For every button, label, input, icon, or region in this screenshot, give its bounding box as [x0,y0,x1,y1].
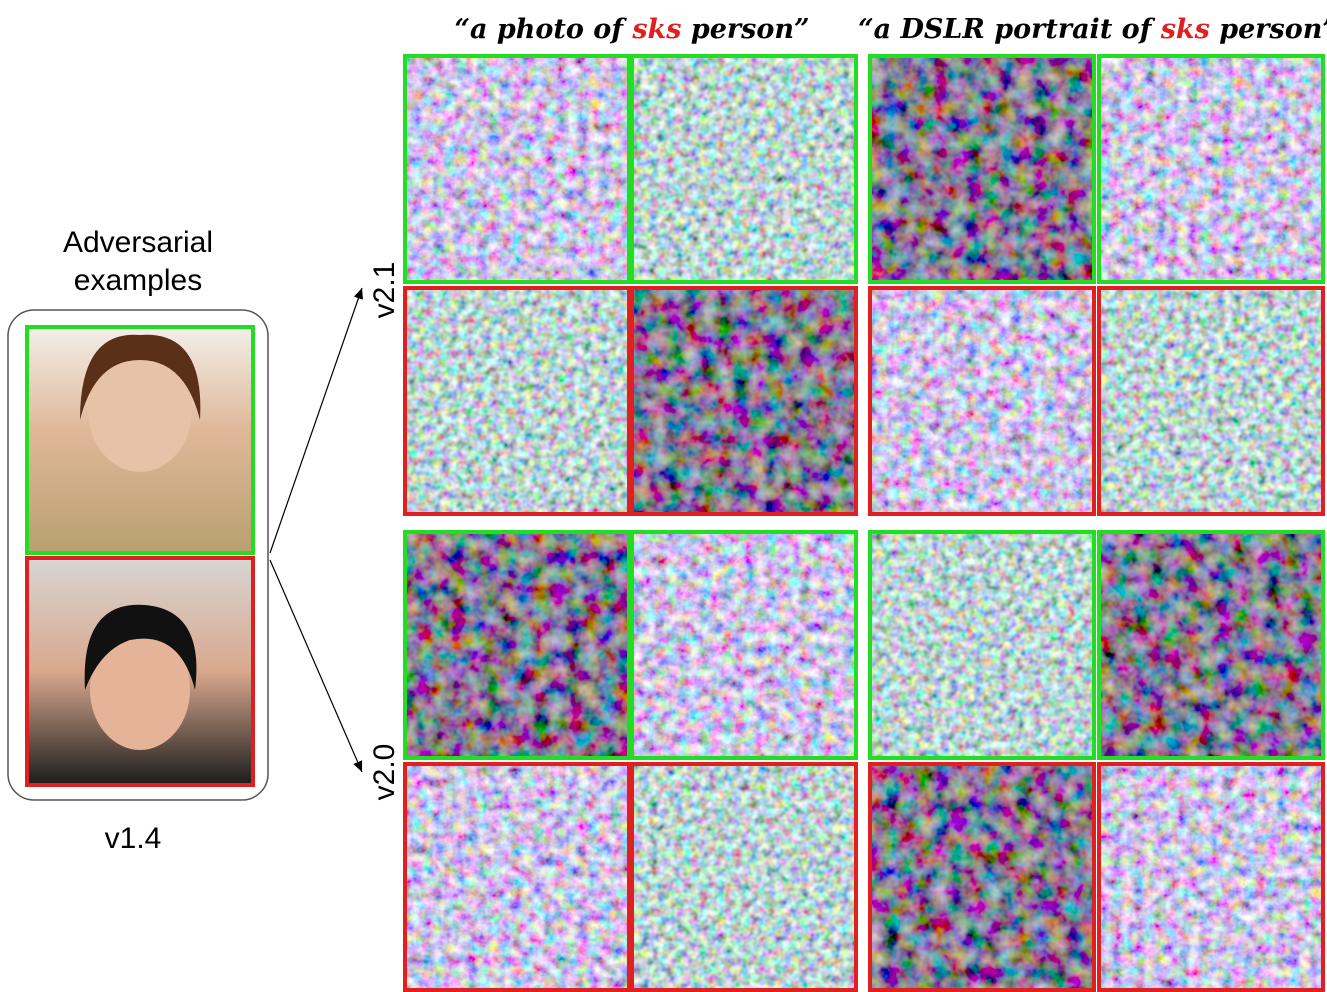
generated-image [1097,54,1325,284]
image-border [630,286,858,516]
image-border [868,54,1096,284]
column-caption: “a photo of sks person” [454,14,809,45]
face [88,348,192,472]
image-border [868,762,1096,992]
generated-image [868,54,1096,284]
arrow [269,287,363,554]
generated-image [630,54,858,284]
caption-text: person” [681,14,809,45]
image-border [403,54,631,284]
column-caption: “a DSLR portrait of sks person” [858,14,1327,45]
panel-label: v1.4 [105,822,162,855]
image-border [630,54,858,284]
image-border [1097,762,1325,992]
caption-text: person” [1210,14,1327,45]
generated-image [630,286,858,516]
generated-image [868,762,1096,992]
image-border [630,762,858,992]
generated-image [403,286,631,516]
caption-text: “a DSLR portrait of [858,14,1161,45]
generated-image [1097,530,1325,760]
generated-image [403,530,631,760]
generated-image [868,286,1096,516]
caption-text: “a photo of [454,14,632,45]
arrow [269,559,363,773]
image-border [868,286,1096,516]
caption-highlight: sks [631,14,681,45]
generated-image [630,762,858,992]
generated-image [630,530,858,760]
image-border [1097,54,1325,284]
image-grid [403,54,1325,992]
generated-image [1097,286,1325,516]
image-border [1097,286,1325,516]
image-border [868,530,1096,760]
image-border [403,530,631,760]
hair [80,334,201,420]
generated-image [868,530,1096,760]
panel-title: examples [74,264,202,297]
generated-image [403,54,631,284]
panel-title: Adversarial [63,226,213,259]
generated-image [1097,762,1325,992]
caption-highlight: sks [1160,14,1210,45]
row-label: v2.1 [368,262,401,319]
hair [84,604,197,690]
row-label: v2.0 [368,744,401,801]
image-border [630,530,858,760]
image-border [403,762,631,992]
face [90,630,190,750]
image-border [403,286,631,516]
generated-image [403,762,631,992]
image-border [1097,530,1325,760]
